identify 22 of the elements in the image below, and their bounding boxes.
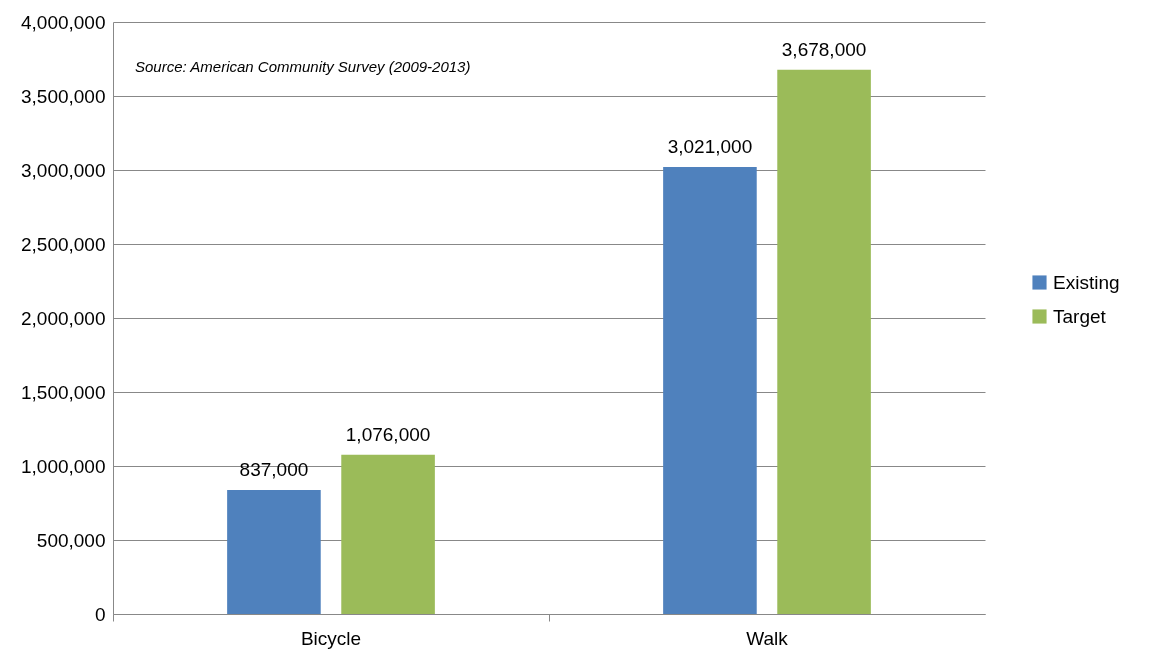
- bar: [777, 69, 871, 614]
- data-label: 837,000: [239, 459, 309, 481]
- x-tick-label: Walk: [746, 627, 789, 649]
- y-tick-label: 3,000,000: [20, 159, 106, 181]
- y-tick-label: 1,500,000: [20, 381, 106, 403]
- bar: [227, 490, 321, 614]
- legend-label: Target: [1053, 305, 1107, 327]
- legend-label: Existing: [1053, 271, 1120, 293]
- y-tick-label: 2,500,000: [20, 233, 106, 255]
- data-label: 1,076,000: [345, 423, 431, 445]
- bar: [663, 166, 757, 614]
- annotation: Source: American Community Survey (2009-2013): [135, 58, 471, 75]
- y-tick-label: 500,000: [36, 529, 106, 551]
- data-label: 3,678,000: [781, 38, 867, 60]
- y-tick-label: 1,000,000: [20, 455, 106, 477]
- y-tick-label: 3,500,000: [20, 85, 106, 107]
- y-tick-label: 4,000,000: [20, 11, 106, 33]
- bar: [341, 454, 435, 614]
- y-tick-label: 0: [94, 603, 106, 625]
- x-tick-label: Bicycle: [300, 627, 362, 649]
- data-label: 3,021,000: [667, 135, 753, 157]
- y-tick-label: 2,000,000: [20, 307, 106, 329]
